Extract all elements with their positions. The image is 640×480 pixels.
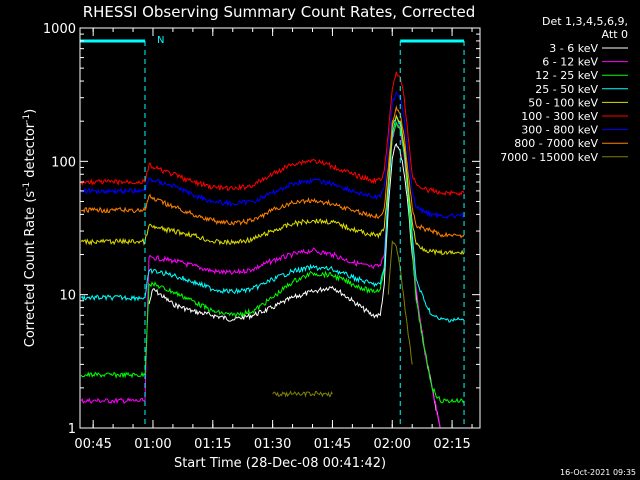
flag-label: N bbox=[157, 35, 164, 46]
legend-label: 12 - 25 keV bbox=[535, 69, 598, 82]
axis-layer: 00:45 01:00 01:15 01:30 01:45 02:00 02:15 1 10 10… bbox=[43, 22, 480, 452]
series-line bbox=[272, 390, 333, 398]
series-line bbox=[80, 116, 465, 323]
legend-label: 25 - 50 keV bbox=[535, 83, 598, 96]
chart-title: RHESSI Observing Summary Count Rates, Co… bbox=[83, 3, 476, 21]
x-tick-label: 00:45 bbox=[74, 437, 111, 452]
series-line bbox=[80, 121, 465, 404]
x-tick-label: 01:30 bbox=[254, 437, 291, 452]
y-axis-label: Corrected Count Rate (s-1 detector-1) bbox=[22, 109, 38, 347]
legend-label: 6 - 12 keV bbox=[542, 56, 598, 69]
x-tick-label: 01:00 bbox=[134, 437, 171, 452]
y-tick-label: 10 bbox=[59, 289, 76, 304]
y-tick-label: 1 bbox=[68, 422, 76, 437]
y-tick-label: 1000 bbox=[43, 22, 76, 37]
y-tick-label: 100 bbox=[51, 155, 76, 170]
x-axis-label: Start Time (28-Dec-08 00:41:42) bbox=[174, 456, 386, 471]
legend-label: 7000 - 15000 keV bbox=[500, 151, 598, 164]
flag-layer bbox=[80, 39, 465, 428]
legend-header-line-1: Det 1,3,4,5,6,9, bbox=[542, 15, 628, 28]
x-tick-label: 01:45 bbox=[314, 437, 351, 452]
x-tick-label: 02:00 bbox=[374, 437, 411, 452]
x-tick-label: 01:15 bbox=[194, 437, 231, 452]
legend-label: 50 - 100 keV bbox=[528, 96, 598, 109]
legend-label: 3 - 6 keV bbox=[549, 42, 598, 55]
series-layer bbox=[80, 71, 465, 429]
legend-label: 100 - 300 keV bbox=[521, 110, 598, 123]
legend-header-line-2: Att 0 bbox=[602, 28, 628, 41]
plot-timestamp: 16-Oct-2021 09:35 bbox=[560, 468, 636, 477]
series-line bbox=[80, 71, 465, 197]
plot-frame bbox=[79, 27, 481, 429]
series-line bbox=[148, 142, 441, 429]
legend-label: 800 - 7000 keV bbox=[514, 137, 598, 150]
series-line bbox=[80, 123, 441, 429]
x-tick-label: 02:15 bbox=[433, 437, 470, 452]
legend-label: 300 - 800 keV bbox=[521, 124, 598, 137]
